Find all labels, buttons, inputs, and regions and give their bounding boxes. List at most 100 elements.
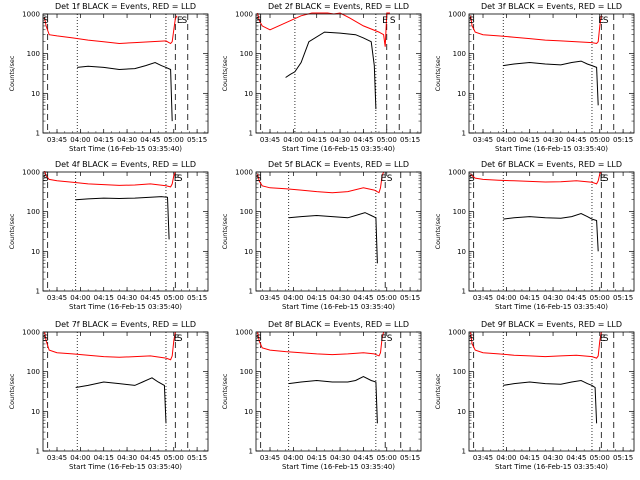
y-tick-label: 1: [36, 288, 40, 296]
x-tick-label: 04:00: [283, 136, 303, 144]
chart-title: Det 2f BLACK = Events, RED = LLD: [268, 2, 409, 11]
events-series-line: [75, 196, 170, 240]
events-series-line: [75, 377, 167, 424]
plot-frame: [255, 171, 422, 292]
y-tick-label: 10: [244, 90, 253, 98]
marker-label-s: S: [43, 334, 49, 344]
y-tick-label: 1000: [448, 11, 466, 19]
chart-panel-1: Det 1f BLACK = Events, RED = LLD Counts/s…: [8, 2, 209, 153]
marker-label-s: S: [469, 174, 475, 184]
x-tick-label: 05:00: [590, 136, 610, 144]
y-tick-label: 1: [462, 288, 466, 296]
x-tick-label: 03:45: [260, 294, 280, 302]
y-tick-label: 1000: [22, 169, 40, 177]
y-tick-label: 100: [240, 368, 253, 376]
x-tick-label: 04:30: [543, 136, 563, 144]
x-tick-label: 04:00: [70, 454, 90, 462]
marker-label-e: E: [598, 16, 604, 26]
y-tick-label: 100: [240, 208, 253, 216]
x-tick-label: 04:15: [520, 454, 540, 462]
marker-label-s: S: [43, 174, 49, 184]
events-series-line: [503, 379, 598, 424]
x-tick-label: 05:15: [187, 454, 207, 462]
x-tick-label: 04:30: [117, 136, 137, 144]
x-tick-label: 05:00: [590, 454, 610, 462]
y-tick-label: 10: [457, 90, 466, 98]
marker-label-s: S: [256, 16, 262, 26]
marker-label-e: E: [177, 16, 183, 26]
x-tick-label: 05:15: [400, 454, 420, 462]
y-axis-label: Counts/sec: [221, 373, 229, 409]
x-tick-label: 05:15: [187, 136, 207, 144]
chart-panel-9: Det 9f BLACK = Events, RED = LLD Counts/s…: [434, 320, 635, 471]
y-axis-label: Counts/sec: [221, 55, 229, 91]
marker-label-s: S: [177, 174, 183, 184]
x-tick-label: 03:45: [47, 294, 67, 302]
y-tick-label: 100: [27, 368, 40, 376]
plot-frame: [42, 171, 209, 292]
x-tick-label: 04:30: [330, 136, 350, 144]
x-tick-label: 03:45: [260, 454, 280, 462]
chart-title: Det 6f BLACK = Events, RED = LLD: [481, 160, 622, 169]
lld-series-line: [44, 15, 178, 45]
x-tick-label: 04:30: [330, 294, 350, 302]
events-series-line: [285, 31, 377, 110]
x-axis-label: Start Time (16-Feb-15 03:35:40): [495, 463, 608, 471]
x-tick-label: 05:00: [377, 454, 397, 462]
x-tick-label: 04:45: [566, 136, 586, 144]
y-tick-label: 100: [453, 50, 466, 58]
y-tick-label: 100: [27, 50, 40, 58]
x-tick-label: 05:15: [400, 136, 420, 144]
chart-panel-2: Det 2f BLACK = Events, RED = LLD Counts/s…: [221, 2, 422, 153]
x-tick-label: 04:00: [283, 454, 303, 462]
x-tick-label: 05:15: [613, 454, 633, 462]
x-tick-label: 04:45: [140, 294, 160, 302]
y-axis-label: Counts/sec: [221, 213, 229, 249]
marker-label-s: S: [256, 334, 262, 344]
x-tick-label: 04:00: [496, 294, 516, 302]
marker-label-e: E: [174, 334, 180, 344]
chart-title: Det 1f BLACK = Events, RED = LLD: [55, 2, 196, 11]
lld-series-line: [470, 331, 602, 359]
x-tick-label: 04:45: [353, 454, 373, 462]
y-tick-label: 1000: [235, 11, 253, 19]
y-tick-label: 100: [453, 208, 466, 216]
x-tick-label: 04:45: [353, 136, 373, 144]
marker-label-s: S: [256, 174, 262, 184]
chart-title: Det 7f BLACK = Events, RED = LLD: [55, 320, 196, 329]
y-tick-label: 1: [36, 130, 40, 138]
x-tick-label: 05:00: [164, 294, 184, 302]
y-axis-label: Counts/sec: [434, 213, 442, 249]
y-axis-label: Counts/sec: [434, 373, 442, 409]
chart-title: Det 8f BLACK = Events, RED = LLD: [268, 320, 409, 329]
y-tick-label: 1000: [235, 329, 253, 337]
lld-series-line: [470, 171, 602, 185]
marker-label-e: E: [600, 334, 606, 344]
x-tick-label: 04:45: [566, 454, 586, 462]
y-tick-label: 10: [457, 408, 466, 416]
events-series-line: [288, 212, 378, 264]
y-tick-label: 1: [249, 130, 253, 138]
lld-series-line: [470, 15, 602, 45]
y-tick-label: 1000: [235, 169, 253, 177]
lld-series-line: [257, 331, 385, 357]
x-axis-label: Start Time (16-Feb-15 03:35:40): [282, 303, 395, 311]
y-tick-label: 1: [249, 448, 253, 456]
x-tick-label: 04:00: [283, 294, 303, 302]
chart-title: Det 4f BLACK = Events, RED = LLD: [55, 160, 196, 169]
plot-frame: [468, 13, 635, 134]
chart-panel-6: Det 6f BLACK = Events, RED = LLD Counts/s…: [434, 160, 635, 311]
y-tick-label: 1: [36, 448, 40, 456]
chart-title: Det 5f BLACK = Events, RED = LLD: [268, 160, 409, 169]
x-axis-label: Start Time (16-Feb-15 03:35:40): [495, 303, 608, 311]
x-axis-label: Start Time (16-Feb-15 03:35:40): [282, 463, 395, 471]
events-series-line: [77, 61, 173, 122]
x-tick-label: 03:45: [473, 136, 493, 144]
x-tick-label: 03:45: [260, 136, 280, 144]
x-tick-label: 04:15: [94, 136, 114, 144]
y-axis-label: Counts/sec: [8, 55, 16, 91]
y-tick-label: 10: [31, 408, 40, 416]
lld-series-line: [44, 331, 176, 361]
x-tick-label: 05:15: [187, 294, 207, 302]
y-tick-label: 10: [244, 408, 253, 416]
